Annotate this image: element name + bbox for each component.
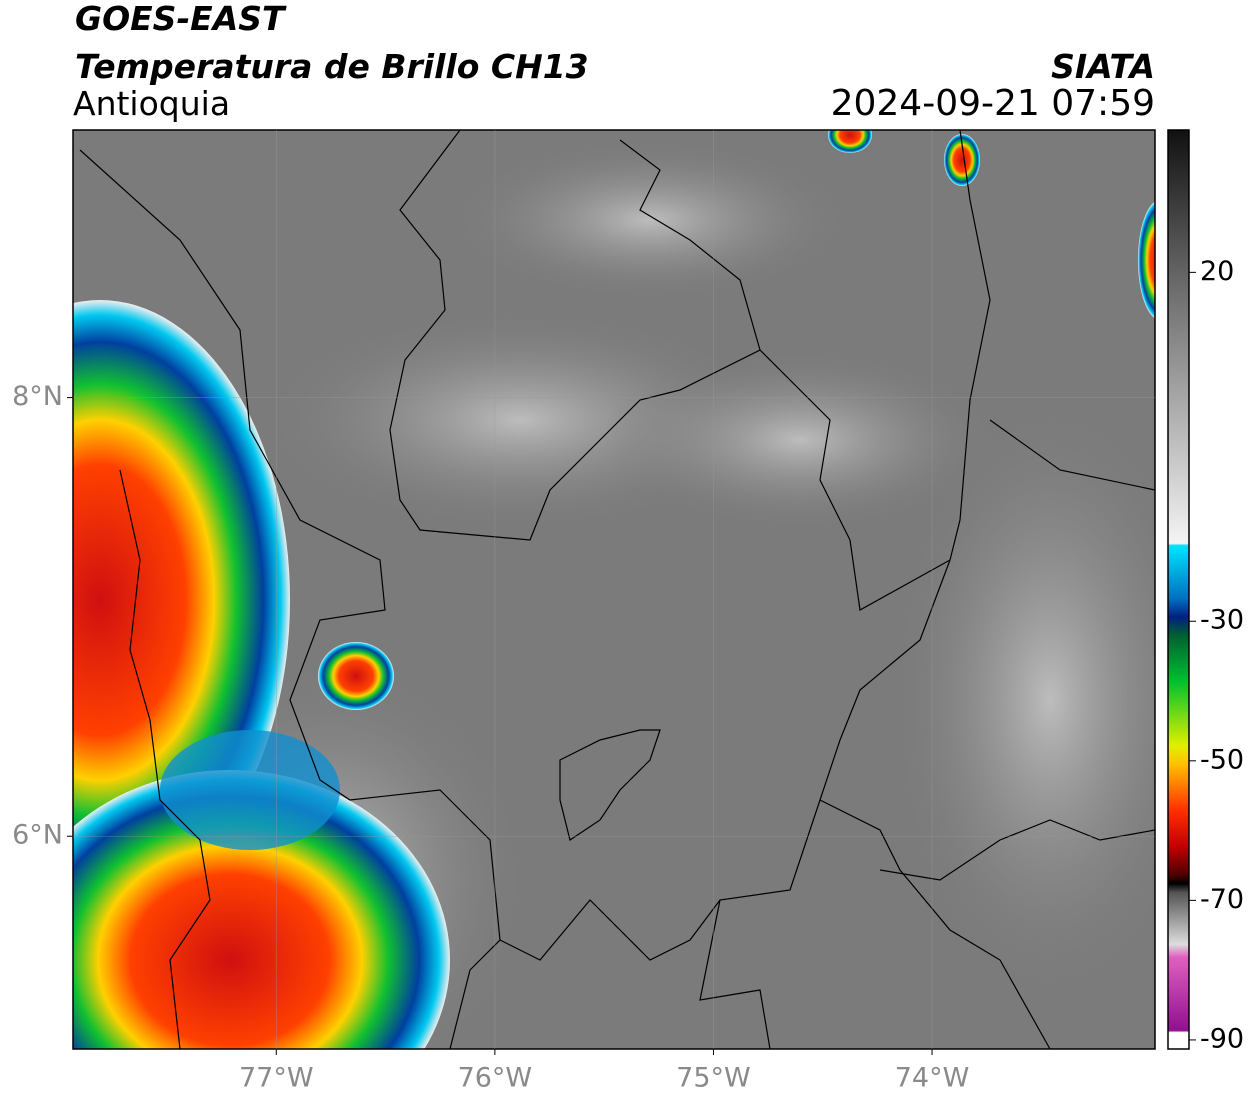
lon-tick-label: 76°W — [458, 1063, 533, 1094]
colorbar — [1167, 129, 1190, 1050]
satellite-image — [73, 130, 1155, 1049]
colorbar-tick-label: 20 — [1200, 256, 1234, 287]
datetime: 2024-09-21 07:59 — [831, 83, 1155, 124]
colorbar-tick-label: -30 — [1200, 605, 1244, 636]
source: SIATA — [1051, 47, 1155, 86]
colorbar-tick-label: -50 — [1200, 744, 1244, 775]
lon-tick-label: 77°W — [239, 1063, 314, 1094]
region: Antioquia — [73, 84, 230, 123]
lon-tick-label: 74°W — [895, 1063, 970, 1094]
map-frame — [72, 129, 1156, 1050]
lon-tick-label: 75°W — [676, 1063, 751, 1094]
lat-tick-label: 8°N — [12, 381, 63, 412]
lat-tick-label: 6°N — [12, 820, 63, 851]
colorbar-tick-label: -70 — [1200, 884, 1244, 915]
subtitle: Temperatura de Brillo CH13 — [75, 47, 589, 86]
colorbar-tick-label: -90 — [1200, 1023, 1244, 1054]
title: GOES-EAST — [75, 0, 287, 38]
